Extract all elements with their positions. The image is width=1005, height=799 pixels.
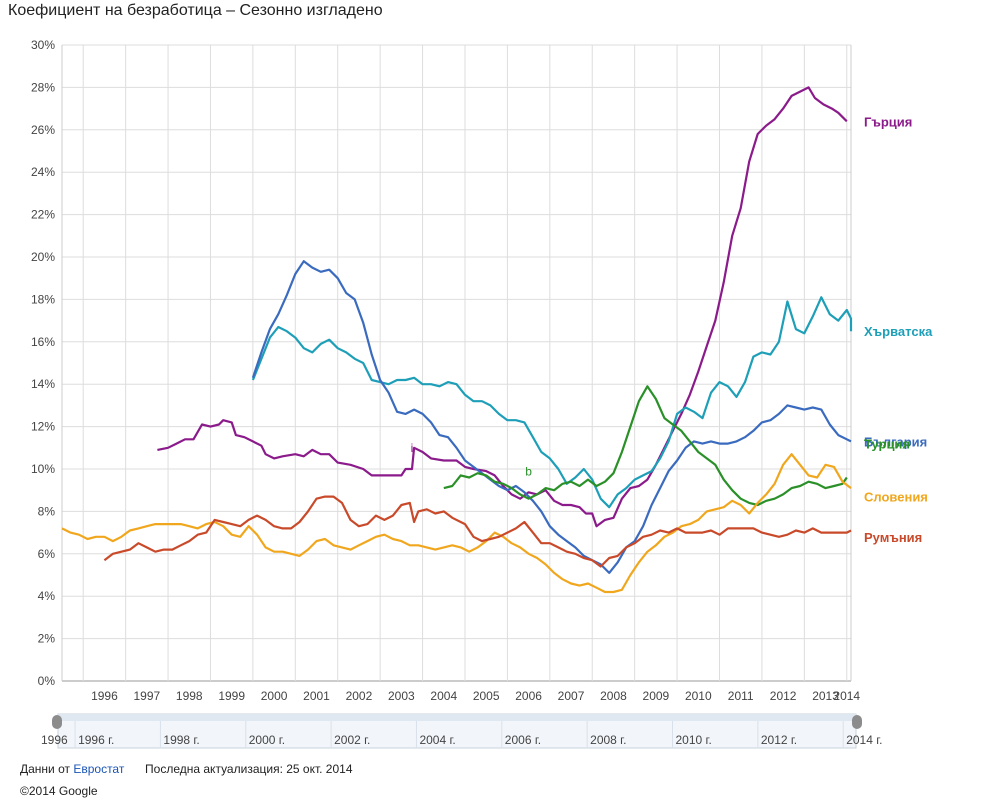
range-tick-label: 2000 г. xyxy=(249,733,285,747)
range-tick-label: 2008 г. xyxy=(590,733,626,747)
range-start-handle[interactable] xyxy=(52,715,62,729)
series-line-Хърватска xyxy=(251,296,853,509)
series-line-Турция xyxy=(443,385,848,507)
y-tick-label: 14% xyxy=(31,377,55,391)
x-tick-label: 2014 xyxy=(833,689,860,703)
range-tick-label: 2004 г. xyxy=(419,733,455,747)
series-label: България xyxy=(864,434,927,449)
x-tick-label: 2001 xyxy=(303,689,330,703)
series-lines xyxy=(61,86,853,594)
x-tick-label: 2004 xyxy=(430,689,457,703)
series-label: Турция xyxy=(864,437,910,452)
y-tick-label: 4% xyxy=(38,589,56,603)
last-update: Последна актуализация: 25 окт. 2014 xyxy=(145,762,353,776)
y-tick-label: 24% xyxy=(31,165,55,179)
x-tick-label: 2013 xyxy=(812,689,839,703)
x-tick-label: 1999 xyxy=(218,689,245,703)
footer-source: Данни от Евростат Последна актуализация:… xyxy=(20,762,353,776)
copyright: ©2014 Google xyxy=(20,784,98,798)
x-axis: 1996 1997 1998 1999 2000 2001 2002 2003 2004 2005… xyxy=(91,689,860,703)
x-tick-label: 2003 xyxy=(388,689,415,703)
y-tick-label: 22% xyxy=(31,208,55,222)
eurostat-link[interactable]: Евростат xyxy=(73,762,125,776)
x-tick-label: 1997 xyxy=(133,689,160,703)
range-end-handle[interactable] xyxy=(852,715,862,729)
range-start-label: 1996 xyxy=(41,733,68,747)
y-tick-label: 8% xyxy=(38,504,56,518)
y-tick-label: 20% xyxy=(31,250,55,264)
series-line-България xyxy=(251,260,852,574)
range-tick-label: 2006 г. xyxy=(505,733,541,747)
range-tick-label: 2014 г. xyxy=(846,733,882,747)
series-label: Хърватска xyxy=(864,324,933,339)
series-label: Гърция xyxy=(864,114,912,129)
range-selector[interactable]: 1996 г. 1998 г. 2000 г. 2002 г. 2004 г. 2006 … xyxy=(41,713,882,749)
line-chart: 0% 2% 4% 6% 8% 10% 12% 14% 16% 18% 20% 22% 24% 26% 28%… xyxy=(31,38,933,749)
y-axis: 0% 2% 4% 6% 8% 10% 12% 14% 16% 18% 20% 22% 24% 26% 28%… xyxy=(31,38,55,688)
x-tick-label: 1996 xyxy=(91,689,118,703)
annotation-marker: i xyxy=(411,441,414,455)
y-tick-label: 2% xyxy=(38,632,56,646)
y-tick-label: 30% xyxy=(31,38,55,52)
y-tick-label: 16% xyxy=(31,335,55,349)
series-label: Румъния xyxy=(864,530,922,545)
x-tick-label: 2011 xyxy=(728,689,754,703)
source-prefix: Данни от xyxy=(20,762,70,776)
x-tick-label: 2005 xyxy=(473,689,500,703)
series-line-Румъния xyxy=(103,495,852,568)
y-tick-label: 18% xyxy=(31,292,55,306)
x-tick-label: 2002 xyxy=(346,689,373,703)
range-tick-label: 2012 г. xyxy=(761,733,797,747)
y-tick-label: 28% xyxy=(31,80,55,94)
x-tick-label: 2008 xyxy=(600,689,627,703)
y-tick-label: 12% xyxy=(31,420,55,434)
x-tick-label: 2006 xyxy=(515,689,542,703)
x-tick-label: 1998 xyxy=(176,689,203,703)
series-label: Словения xyxy=(864,490,928,505)
chart-title: Коефициент на безработица – Сезонно изгл… xyxy=(8,2,383,19)
range-tick-label: 1998 г. xyxy=(163,733,199,747)
x-tick-label: 2007 xyxy=(558,689,585,703)
annotation-marker: b xyxy=(525,464,532,478)
range-tick-label: 2010 г. xyxy=(676,733,712,747)
series-line-Гърция xyxy=(157,86,848,528)
range-tick-label: 2002 г. xyxy=(334,733,370,747)
x-tick-label: 2012 xyxy=(770,689,797,703)
y-tick-label: 10% xyxy=(31,462,55,476)
annotations: ib xyxy=(411,441,533,478)
range-bar xyxy=(58,714,856,721)
y-tick-label: 6% xyxy=(38,547,56,561)
y-tick-label: 0% xyxy=(38,674,56,688)
x-tick-label: 2000 xyxy=(261,689,288,703)
x-tick-label: 2010 xyxy=(685,689,712,703)
y-tick-label: 26% xyxy=(31,123,55,137)
grid xyxy=(61,44,852,682)
x-tick-label: 2009 xyxy=(643,689,670,703)
series-line-Словения xyxy=(61,453,852,594)
range-tick-label: 1996 г. xyxy=(78,733,114,747)
